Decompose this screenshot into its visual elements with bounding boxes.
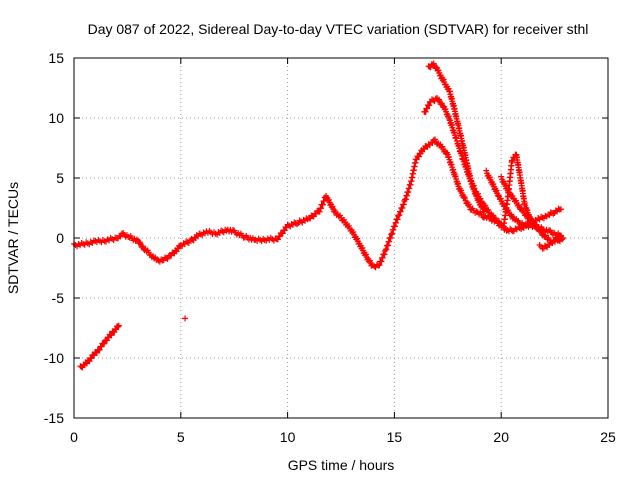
x-tick-label: 20	[493, 429, 509, 445]
data-point-main-track	[316, 208, 323, 215]
data-point-main-track	[317, 205, 324, 212]
data-point-main-track	[400, 201, 407, 208]
x-tick-label: 10	[280, 429, 296, 445]
data-point-main-track	[117, 233, 124, 240]
x-tick-labels: 0 5 10 15 20 25	[70, 429, 616, 445]
data-point-early-negative-track	[108, 332, 115, 339]
data-point-main-track	[397, 208, 404, 215]
y-tick-labels: -15 -10 -5 0 5 10 15	[44, 50, 64, 426]
data-point-upper-arc	[442, 105, 449, 112]
data-point-main-track	[399, 204, 406, 211]
data-point-early-negative-track	[114, 323, 121, 330]
data-point-early-negative-track	[98, 343, 105, 350]
data-point-main-track	[381, 251, 388, 258]
data-point-late-branch-a	[497, 195, 504, 202]
data-point-main-track	[350, 229, 357, 236]
data-point-late-dip	[558, 232, 565, 239]
data-point-late-spike	[534, 225, 541, 232]
data-point-late-branch-a	[486, 174, 493, 181]
y-tick-label: -5	[52, 290, 65, 306]
data-point-late-branch-b	[498, 173, 505, 180]
data-point-early-negative-track	[96, 346, 103, 353]
data-point-main-track	[354, 235, 361, 242]
data-point-upper-arc	[445, 113, 452, 120]
data-point-early-negative-track	[115, 322, 122, 329]
data-point-main-track	[293, 221, 300, 228]
data-point-main-track	[558, 206, 565, 213]
data-point-main-track	[376, 262, 383, 269]
data-point-late-branch-a	[495, 192, 502, 199]
data-point-main-track	[276, 233, 283, 240]
y-tick-label: 0	[56, 230, 64, 246]
y-tick-label: 5	[56, 170, 64, 186]
data-point-early-negative-track	[88, 355, 95, 362]
data-point-main-track	[415, 153, 422, 160]
data-point-main-track	[359, 244, 366, 251]
y-tick-label: -15	[44, 410, 64, 426]
data-point-top-arc	[435, 67, 442, 74]
axis-ticks	[73, 57, 609, 419]
data-point-main-track	[133, 236, 140, 243]
grid-lines	[74, 58, 608, 418]
data-point-top-arc	[433, 64, 440, 71]
data-point-upper-arc	[424, 105, 431, 112]
data-point-main-track	[550, 210, 557, 217]
data-point-main-track	[325, 196, 332, 203]
data-point-main-track	[461, 193, 468, 200]
data-point-main-track	[281, 227, 288, 234]
data-point-main-track	[319, 201, 326, 208]
x-tick-label: 5	[177, 429, 185, 445]
data-point-main-track	[378, 258, 385, 265]
data-point-top-arc	[481, 208, 488, 215]
y-tick-label: -10	[44, 350, 64, 366]
data-point-main-track	[164, 255, 171, 262]
data-point-upper-arc	[426, 102, 433, 109]
data-point-late-dip	[556, 233, 563, 240]
x-tick-label: 25	[600, 429, 616, 445]
data-point-late-branch-b	[501, 180, 508, 187]
x-axis-label: GPS time / hours	[288, 457, 395, 473]
data-point-main-track	[362, 251, 369, 258]
data-point-main-track	[223, 227, 230, 234]
y-axis-label: SDTVAR / TECUs	[5, 182, 21, 294]
data-point-main-track	[379, 254, 386, 261]
y-tick-label: 10	[48, 110, 64, 126]
data-point-outlier	[182, 315, 189, 322]
data-point-main-track	[429, 139, 436, 146]
data-point-early-negative-track	[101, 340, 108, 347]
data-point-main-track	[279, 230, 286, 237]
data-point-main-track	[458, 187, 465, 194]
data-point-top-arc	[478, 203, 485, 210]
chart-title: Day 087 of 2022, Sidereal Day-to-day VTE…	[88, 21, 589, 37]
x-tick-label: 0	[70, 429, 78, 445]
data-point-late-branch-a	[493, 187, 500, 194]
data-point-late-branch-a	[483, 167, 490, 174]
x-tick-label: 15	[387, 429, 403, 445]
data-point-main-track	[329, 203, 336, 210]
data-point-upper-arc	[422, 108, 429, 115]
data-point-late-branch-a	[490, 180, 497, 187]
data-point-top-arc	[475, 196, 482, 203]
data-points	[71, 60, 567, 371]
y-tick-label: 15	[48, 50, 64, 66]
data-point-main-track	[185, 240, 192, 246]
data-point-main-track	[396, 212, 403, 219]
data-point-main-track	[274, 236, 281, 243]
